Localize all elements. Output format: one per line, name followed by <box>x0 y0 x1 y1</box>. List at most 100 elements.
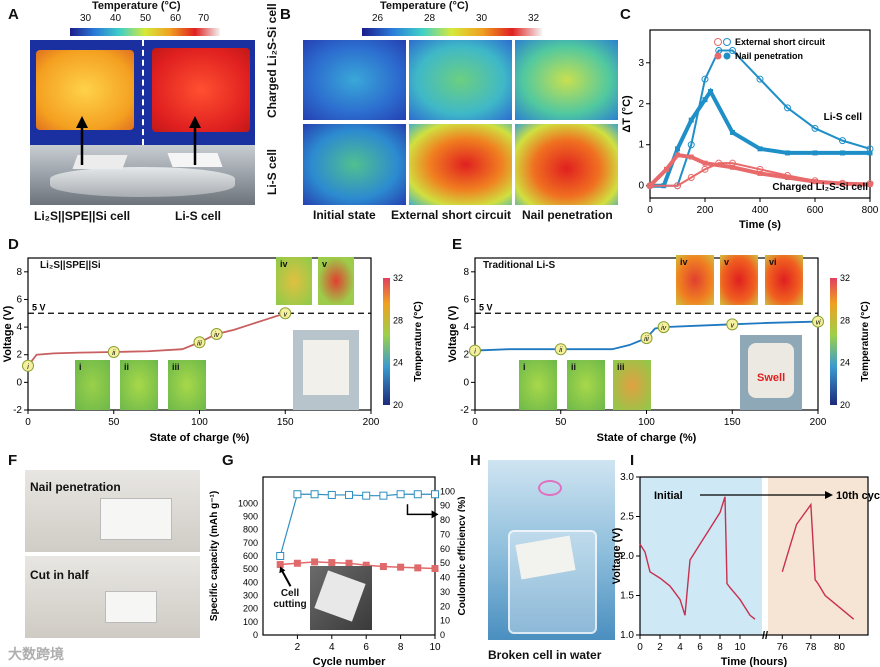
g-x-tick-label: 10 <box>429 642 441 653</box>
c-legend-marker <box>714 38 722 46</box>
c-data-point <box>840 181 845 187</box>
g-y2-tick-label: 40 <box>440 573 450 583</box>
e-marker <box>812 315 824 328</box>
e-colorbar-tick: 20 <box>840 400 850 410</box>
panel-label-d: D <box>8 236 19 253</box>
c-series-line <box>650 49 871 187</box>
h-caption: Broken cell in water <box>488 648 602 662</box>
g-y-tick-label: 200 <box>243 604 258 614</box>
d-y-tick-label: 4 <box>16 322 22 333</box>
panel-label-h: H <box>470 452 481 469</box>
i-x-tick-label: 10 <box>734 642 746 653</box>
a-tick: 60 <box>170 13 182 24</box>
c-data-point <box>840 150 845 156</box>
f-photo-top <box>25 470 200 552</box>
i-x-tick-label: 4 <box>677 642 683 653</box>
a-tick: 40 <box>110 13 122 24</box>
g-y-tick-label: 300 <box>243 591 258 601</box>
g-y-tick-label: 1000 <box>238 498 258 508</box>
g-cutting-photo <box>310 566 372 630</box>
a-colorbar-title: Temperature (°C) <box>92 0 181 12</box>
e-dashed-label: 5 V <box>479 302 493 312</box>
e-marker-label: v <box>731 322 735 329</box>
e-inset <box>765 255 803 305</box>
d-colorbar-tick: 24 <box>393 358 403 368</box>
b-colorbar <box>362 28 542 36</box>
i-tenth-bg <box>768 477 868 635</box>
d-x-tick-label: 50 <box>108 417 120 428</box>
f-photo-bottom <box>25 556 200 638</box>
g-cutting-arrowhead <box>279 566 286 574</box>
g-y-tick-label: 500 <box>243 564 258 574</box>
i-x-label: Time (hours) <box>721 656 788 667</box>
g-capacity-point <box>345 559 353 567</box>
i-initial-label: Initial <box>654 490 683 502</box>
c-data-point <box>675 152 680 158</box>
c-data-point <box>756 75 764 83</box>
e-colorbar-tick: 28 <box>840 315 850 325</box>
i-y-tick-label: 1.0 <box>620 630 634 641</box>
b-tick: 32 <box>528 13 540 24</box>
panel-label-c: C <box>620 6 631 23</box>
a-tick: 30 <box>80 13 92 24</box>
b-tick: 26 <box>372 13 384 24</box>
e-marker <box>640 332 653 345</box>
i-y-tick-label: 2.0 <box>620 551 634 562</box>
e-marker <box>657 321 670 334</box>
watermark: 大数跨境 <box>8 646 64 662</box>
g-capacity-point <box>328 559 336 567</box>
c-y-tick-label: 0 <box>638 181 644 192</box>
b-colorbar-title: Temperature (°C) <box>380 0 469 12</box>
d-y-tick-label: 2 <box>16 350 22 361</box>
d-marker-label: ii <box>112 350 116 357</box>
h-beaker-photo <box>488 460 615 640</box>
c-data-point <box>646 182 654 190</box>
c-data-point <box>729 46 736 54</box>
i-x-tick-label: 80 <box>834 642 846 653</box>
g-ce-point <box>327 490 336 499</box>
d-colorbar-title: Temperature (°C) <box>413 301 424 382</box>
d-marker-label: i <box>27 364 29 371</box>
g-x-tick-label: 4 <box>329 642 335 653</box>
g-y-tick-label: 100 <box>243 617 258 627</box>
c-x-label: Time (s) <box>739 219 781 231</box>
d-marker-label: v <box>284 311 288 318</box>
d-dashed-label: 5 V <box>32 302 46 312</box>
c-data-point <box>702 160 708 166</box>
g-y2-tick-label: 30 <box>440 587 450 597</box>
g-y-tick-label: 700 <box>243 538 258 548</box>
e-swell-label: Swell <box>757 372 786 384</box>
e-cell-photo <box>740 335 802 410</box>
b-col2-label: External short circuit <box>391 208 512 222</box>
d-marker-label: iii <box>197 340 202 347</box>
panel-label-f: F <box>8 452 18 469</box>
e-y-tick-label: 4 <box>463 322 469 333</box>
d-inset <box>276 257 312 305</box>
e-colorbar-tick: 32 <box>840 273 850 283</box>
e-inset-label: vi <box>769 257 777 267</box>
d-x-tick-label: 150 <box>277 417 294 428</box>
i-initial-bg <box>640 477 762 635</box>
e-inset-label: i <box>523 362 526 372</box>
d-inset <box>75 360 110 410</box>
e-x-tick-label: 0 <box>472 417 478 428</box>
e-marker-label: iv <box>661 325 667 332</box>
a-tick: 70 <box>198 13 210 24</box>
e-marker <box>469 344 481 357</box>
i-y-tick-label: 3.0 <box>620 472 634 483</box>
f-bottom-caption: Cut in half <box>30 568 89 582</box>
c-x-tick-label: 0 <box>647 205 653 216</box>
panel-label-e: E <box>452 236 463 253</box>
c-x-tick-label: 200 <box>697 205 714 216</box>
d-inset <box>120 360 158 410</box>
g-ce-point <box>431 490 439 499</box>
d-marker <box>107 345 120 358</box>
c-y-tick-label: 2 <box>638 99 644 110</box>
g-capacity-point <box>276 561 284 569</box>
c-data-point <box>688 117 694 123</box>
e-inset-label: ii <box>571 362 577 372</box>
c-data-point <box>675 146 680 152</box>
e-y-tick-label: 6 <box>463 294 469 305</box>
g-y-tick-label: 800 <box>243 525 258 535</box>
